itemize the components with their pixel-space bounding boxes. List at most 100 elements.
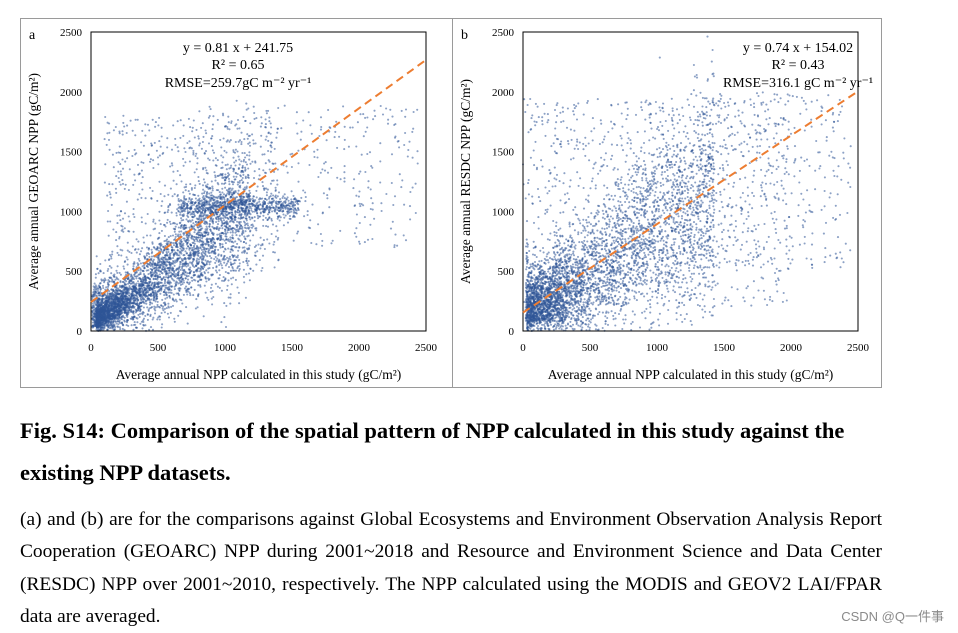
scatter-point	[111, 322, 115, 325]
scatter-point	[159, 223, 162, 226]
scatter-point	[176, 195, 179, 198]
scatter-point	[95, 323, 99, 326]
scatter-point	[221, 187, 224, 190]
scatter-point	[245, 154, 249, 157]
scatter-point	[138, 315, 141, 319]
scatter-point	[222, 137, 225, 140]
scatter-point	[148, 282, 151, 285]
scatter-point	[223, 179, 227, 182]
scatter-point	[185, 285, 188, 288]
scatter-point	[142, 161, 145, 164]
scatter-point	[222, 217, 225, 220]
scatter-point	[236, 256, 239, 259]
scatter-point	[265, 206, 268, 209]
scatter-point	[246, 196, 249, 199]
scatter-point	[179, 233, 182, 236]
scatter-point	[193, 213, 196, 216]
scatter-point	[245, 259, 248, 262]
scatter-point	[167, 193, 170, 196]
scatter-point	[245, 219, 248, 222]
scatter-point	[186, 281, 189, 284]
scatter-point	[186, 210, 189, 213]
scatter-point	[262, 214, 265, 217]
scatter-point	[225, 304, 228, 307]
scatter-point	[157, 285, 160, 289]
scatter-point	[223, 239, 226, 242]
scatter-point	[161, 323, 164, 326]
scatter-point	[214, 157, 217, 160]
scatter-point	[222, 196, 225, 199]
scatter-point	[113, 275, 116, 278]
scatter-point	[125, 256, 128, 259]
scatter-point	[274, 201, 277, 204]
scatter-point	[175, 274, 178, 277]
scatter-point	[142, 311, 145, 314]
scatter-point	[158, 273, 161, 276]
scatter-point	[236, 242, 239, 245]
scatter-point	[185, 252, 188, 255]
scatter-point	[173, 249, 176, 252]
scatter-point	[196, 207, 199, 210]
scatter-point	[183, 257, 186, 260]
scatter-point	[174, 235, 177, 239]
scatter-point	[194, 223, 197, 226]
scatter-point	[164, 303, 167, 306]
scatter-point	[112, 129, 115, 132]
scatter-point	[152, 258, 155, 261]
scatter-point	[228, 173, 231, 176]
scatter-point	[115, 322, 118, 325]
scatter-point	[192, 149, 195, 152]
scatter-point	[190, 207, 193, 210]
scatter-point	[231, 209, 234, 212]
scatter-point	[186, 236, 189, 239]
scatter-point	[255, 117, 258, 120]
scatter-point	[245, 217, 248, 220]
scatter-point	[239, 240, 242, 243]
scatter-point	[182, 214, 185, 217]
scatter-point	[220, 264, 223, 267]
scatter-point	[160, 304, 163, 307]
scatter-point	[133, 273, 136, 276]
scatter-point	[167, 209, 170, 212]
scatter-point	[171, 164, 174, 167]
scatter-point	[165, 276, 168, 279]
scatter-point	[224, 186, 227, 189]
scatter-point	[222, 219, 226, 222]
scatter-point	[203, 203, 206, 206]
scatter-point	[264, 138, 267, 141]
scatter-point	[234, 148, 237, 151]
scatter-point	[115, 276, 118, 279]
scatter-point	[187, 245, 190, 248]
scatter-point	[214, 255, 217, 259]
scatter-point	[225, 262, 228, 265]
scatter-point	[222, 276, 225, 279]
scatter-point	[249, 144, 252, 147]
scatter-point	[212, 252, 215, 255]
scatter-point	[284, 200, 287, 203]
scatter-point	[110, 306, 113, 309]
scatter-point	[226, 260, 229, 263]
scatter-point	[222, 193, 226, 196]
scatter-point	[192, 294, 195, 297]
scatter-point	[244, 296, 247, 299]
scatter-point	[223, 261, 226, 264]
scatter-point	[156, 275, 160, 278]
scatter-point	[225, 200, 228, 203]
scatter-point	[177, 210, 180, 213]
scatter-point	[203, 265, 206, 268]
scatter-point	[108, 297, 111, 300]
scatter-point	[214, 205, 217, 208]
scatter-point	[187, 268, 190, 271]
scatter-point	[180, 252, 183, 255]
scatter-point	[151, 268, 154, 271]
scatter-point	[189, 183, 192, 186]
scatter-point	[110, 203, 113, 206]
scatter-point	[220, 211, 223, 214]
scatter-point	[188, 281, 191, 284]
scatter-point	[132, 304, 135, 307]
scatter-point	[194, 274, 197, 277]
scatter-point	[252, 176, 256, 180]
scatter-point	[146, 212, 149, 216]
scatter-point	[261, 254, 265, 257]
scatter-point	[224, 175, 228, 179]
